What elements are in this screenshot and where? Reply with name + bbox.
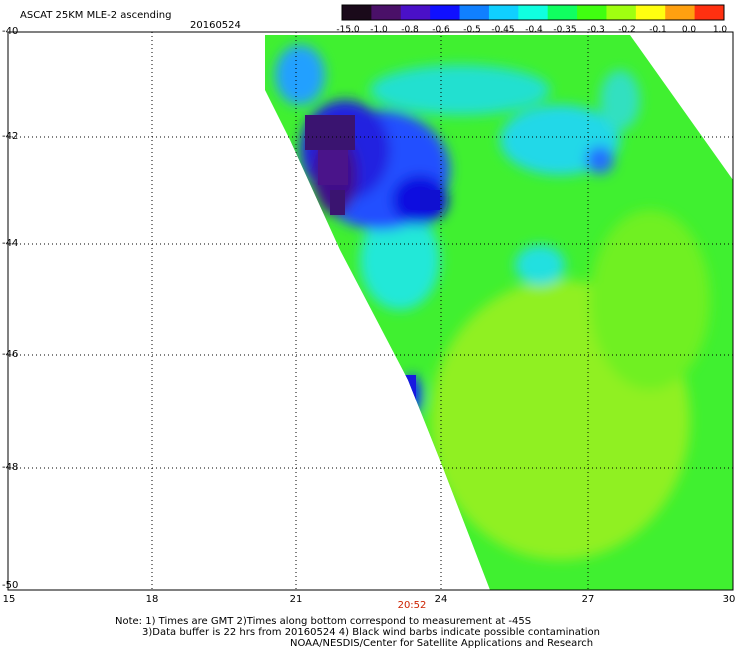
note-line-2: 3)Data buffer is 22 hrs from 20160524 4)…: [142, 627, 600, 638]
lat-label: -50: [2, 580, 19, 591]
map-date: 20160524: [190, 20, 241, 31]
colorbar-swatch: [342, 5, 372, 20]
lat-label: -48: [2, 462, 19, 473]
time-label: 20:52: [397, 600, 427, 611]
colorbar-swatch: [459, 5, 490, 20]
lon-label: 27: [581, 594, 595, 605]
colorbar-label: -0.6: [432, 25, 450, 35]
note-line-3: NOAA/NESDIS/Center for Satellite Applica…: [290, 638, 594, 649]
colorbar-label: -0.8: [401, 25, 419, 35]
grid-lines: [8, 32, 733, 590]
colorbar-label: -0.45: [491, 25, 515, 35]
colorbar-label: -0.2: [618, 25, 636, 35]
lat-label: -40: [2, 26, 19, 37]
colorbar-label: 1.0: [712, 25, 728, 35]
map-frame: [7, 31, 734, 591]
colorbar-swatch: [547, 5, 578, 20]
lon-label: 21: [289, 594, 303, 605]
colorbar-label: -15.0: [336, 25, 360, 35]
lon-label: 24: [434, 594, 448, 605]
note-line-1: Note: 1) Times are GMT 2)Times along bot…: [115, 616, 532, 627]
lat-label: -42: [2, 131, 19, 142]
colorbar: [341, 4, 725, 21]
colorbar-swatch: [430, 5, 461, 20]
lon-label: 30: [722, 594, 736, 605]
colorbar-swatch: [606, 5, 637, 20]
lon-label: 18: [145, 594, 159, 605]
colorbar-swatch: [577, 5, 607, 20]
map-title: ASCAT 25KM MLE-2 ascending: [20, 10, 172, 21]
colorbar-label: 0.0: [681, 25, 697, 35]
colorbar-swatch: [488, 5, 519, 20]
colorbar-label: -1.0: [370, 25, 388, 35]
lat-label: -44: [2, 238, 19, 249]
colorbar-swatch: [694, 5, 725, 20]
lat-label: -46: [2, 349, 19, 360]
colorbar-label: -0.35: [553, 25, 577, 35]
colorbar-label: -0.4: [525, 25, 543, 35]
colorbar-swatch: [400, 5, 431, 20]
colorbar-swatch: [665, 5, 696, 20]
colorbar-swatch: [635, 5, 666, 20]
colorbar-label: -0.5: [463, 25, 481, 35]
wind-swath: [265, 35, 733, 590]
colorbar-label: -0.1: [649, 25, 667, 35]
colorbar-label: -0.3: [587, 25, 605, 35]
lon-label: 15: [2, 594, 16, 605]
colorbar-swatch: [518, 5, 549, 20]
colorbar-swatch: [371, 5, 402, 20]
